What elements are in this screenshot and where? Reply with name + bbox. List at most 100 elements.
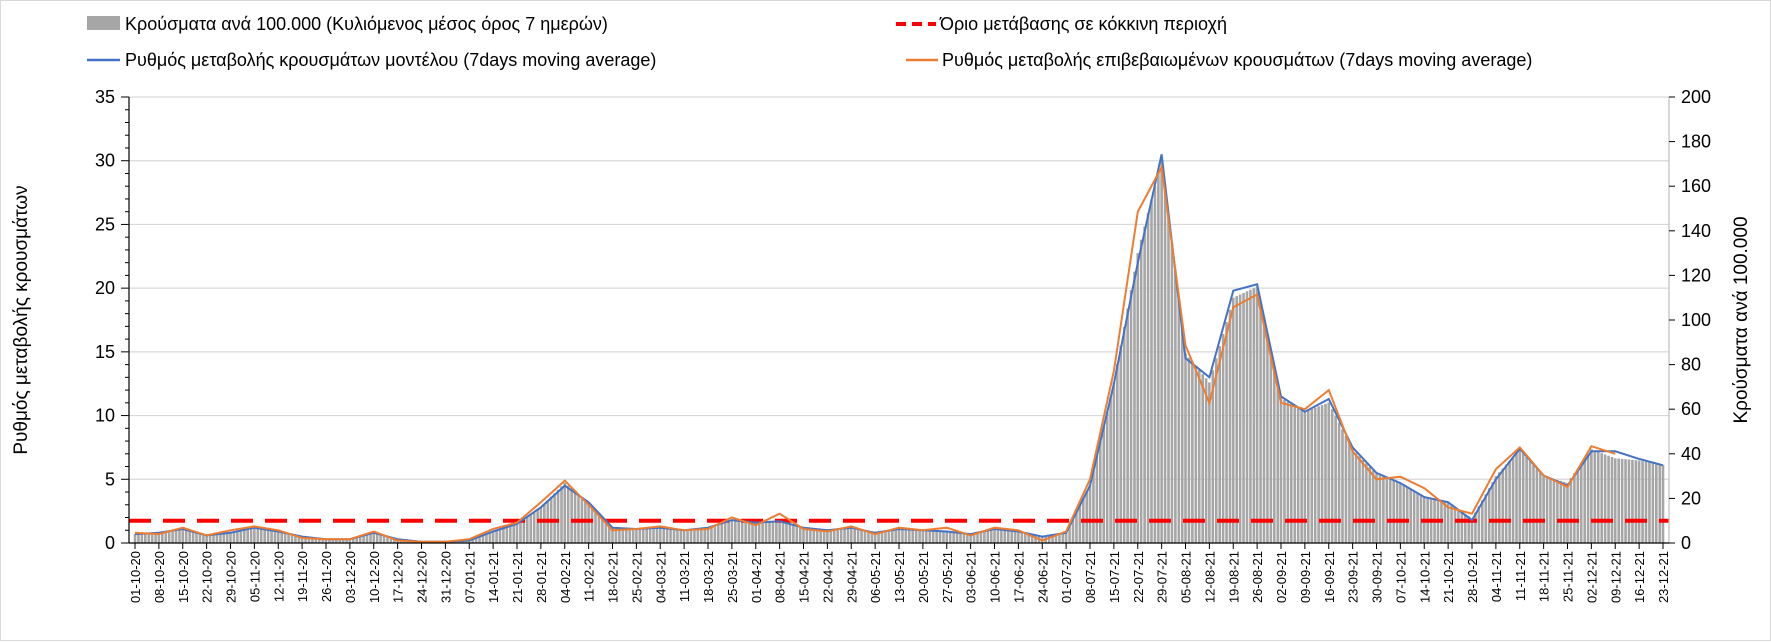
bar	[365, 533, 369, 543]
bar	[1150, 199, 1153, 543]
x-tick-label: 01-07-21	[1059, 551, 1074, 603]
bar	[976, 532, 979, 543]
bar	[140, 533, 144, 543]
bar	[955, 532, 959, 543]
model-series-line	[134, 154, 1664, 543]
right-tick-label: 100	[1681, 310, 1711, 330]
bar	[355, 536, 359, 543]
x-tick-label: 14-01-21	[486, 551, 501, 603]
bar	[1197, 370, 1201, 543]
bar	[1337, 422, 1341, 543]
bar	[594, 509, 597, 543]
bar	[826, 529, 829, 543]
x-tick-label: 16-09-21	[1322, 551, 1337, 603]
bar	[1392, 480, 1395, 543]
bar	[914, 529, 918, 543]
bar	[614, 527, 618, 543]
bar	[1361, 459, 1365, 543]
bar	[1180, 325, 1184, 543]
x-tick-label: 22-10-20	[200, 551, 215, 603]
bar	[1105, 411, 1109, 543]
bar	[1412, 490, 1416, 543]
bar	[983, 531, 986, 543]
bar	[1477, 506, 1481, 543]
bar	[375, 532, 379, 543]
bar	[505, 526, 509, 543]
bar	[686, 529, 689, 543]
bar	[693, 528, 696, 543]
bar	[1634, 460, 1638, 543]
bar	[1320, 405, 1324, 543]
bar	[1160, 159, 1163, 543]
legend-threshold: Όριο μετάβασης σε κόκκινη περιοχή	[939, 14, 1227, 34]
bar	[843, 528, 846, 543]
right-axis-title: Κρούσματα ανά 100.000	[1731, 216, 1752, 423]
bar	[1136, 253, 1140, 543]
bar	[512, 524, 516, 543]
bar	[1576, 468, 1580, 543]
x-tick-label: 10-06-21	[988, 551, 1003, 603]
bar	[720, 523, 724, 543]
bar	[1388, 478, 1392, 543]
right-tick-label: 140	[1681, 221, 1711, 241]
bar	[1637, 460, 1641, 543]
x-tick-label: 17-06-21	[1011, 551, 1026, 603]
bar	[1521, 453, 1525, 543]
bar	[495, 530, 498, 543]
bar	[1085, 491, 1089, 543]
bar	[1194, 365, 1198, 543]
bar	[1542, 476, 1545, 543]
bar	[959, 533, 962, 543]
bar	[181, 529, 185, 543]
bar	[1464, 514, 1467, 543]
bar	[717, 524, 720, 543]
bar	[1242, 292, 1245, 543]
x-tick-label: 08-07-21	[1083, 551, 1098, 603]
bar	[1317, 406, 1320, 543]
bar	[1511, 456, 1515, 543]
bar	[631, 529, 635, 543]
bar	[832, 528, 836, 543]
bar	[1259, 302, 1262, 543]
legend-swatch-bars	[87, 16, 120, 30]
x-tick-label: 23-12-21	[1656, 551, 1671, 603]
bar	[1375, 473, 1378, 543]
bar	[259, 528, 263, 543]
x-tick-label: 18-02-21	[606, 551, 621, 603]
bar	[1416, 492, 1419, 543]
bar	[884, 530, 887, 543]
bar	[539, 507, 543, 543]
bar	[645, 528, 648, 543]
bar	[1457, 509, 1460, 543]
bar	[775, 521, 778, 543]
bar	[665, 528, 669, 543]
bars-series	[133, 159, 1665, 544]
bar	[1122, 327, 1126, 543]
bar	[314, 537, 318, 543]
left-tick-label: 35	[95, 87, 115, 107]
bar	[778, 520, 781, 543]
bar	[249, 528, 253, 543]
bar	[1409, 488, 1412, 543]
bar	[904, 529, 908, 543]
bar	[225, 532, 229, 543]
bar	[948, 532, 952, 543]
bar	[1460, 511, 1464, 543]
bar	[1368, 466, 1372, 543]
right-tick-label: 20	[1681, 488, 1701, 508]
bar	[1552, 478, 1556, 543]
x-tick-label: 15-04-21	[797, 551, 812, 603]
bar	[570, 488, 573, 543]
right-tick-label: 0	[1681, 533, 1691, 553]
x-tick-label: 03-06-21	[964, 551, 979, 603]
bar	[1365, 463, 1368, 543]
bar	[1504, 464, 1508, 543]
bar	[188, 530, 191, 543]
bar	[1092, 470, 1095, 543]
bar	[208, 533, 212, 543]
bar	[536, 509, 539, 543]
x-tick-label: 05-11-20	[247, 551, 262, 602]
bar	[771, 521, 775, 543]
bar	[856, 528, 860, 543]
